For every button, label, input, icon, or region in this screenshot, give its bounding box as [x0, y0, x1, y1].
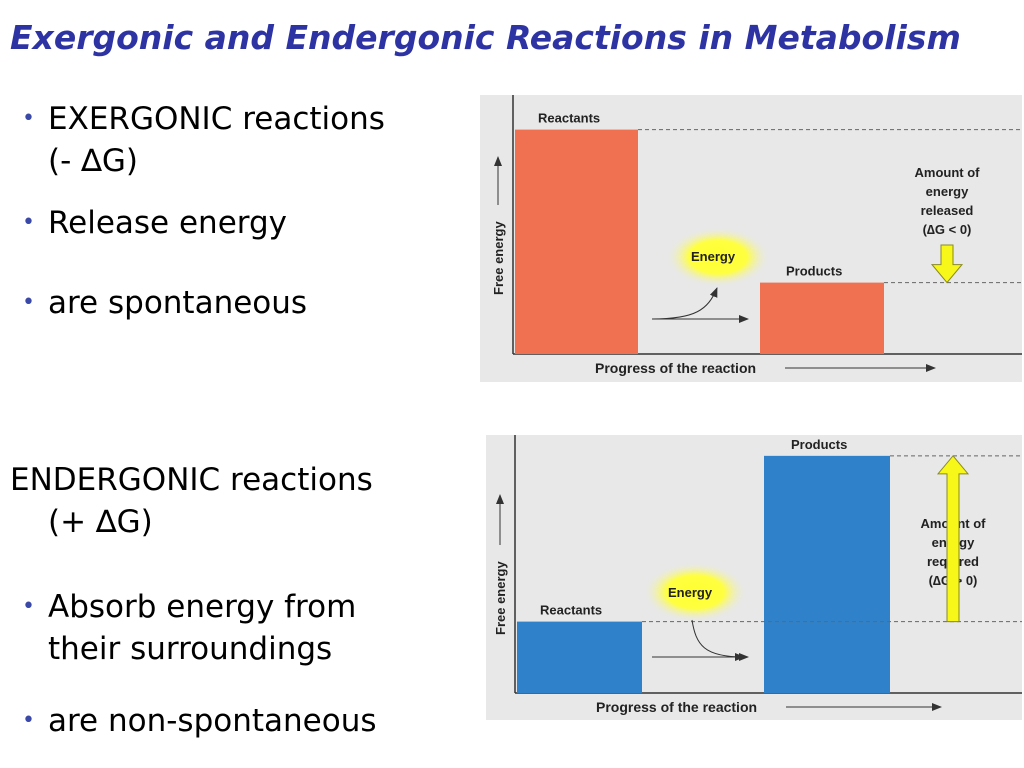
energy-release-arrow: [651, 287, 718, 320]
exergonic-bullet-text: Release energy: [48, 205, 287, 241]
y-axis-label: Free energy: [491, 221, 506, 295]
amount-line: Amount of: [915, 165, 981, 180]
endergonic-text: ENDERGONIC reactions (+ ∆G) • Absorb ene…: [10, 459, 480, 742]
endergonic-bullet-line2: their surroundings: [48, 631, 333, 667]
energy-label: Energy: [668, 585, 713, 600]
slide-title: Exergonic and Endergonic Reactions in Me…: [10, 18, 961, 57]
exergonic-heading: • EXERGONIC reactions (- ∆G): [10, 98, 480, 182]
endergonic-bullet-line1: are non-spontaneous: [48, 703, 377, 739]
endergonic-heading-line2: (+ ∆G): [48, 504, 153, 540]
products-bar: [760, 282, 884, 354]
amount-released-text: Amount of energy released (∆G < 0): [915, 165, 981, 237]
x-axis-label: Progress of the reaction: [595, 360, 756, 376]
endergonic-diagram-svg: Free energy Progress of the reaction Rea…: [493, 435, 1022, 715]
exergonic-diagram: Free energy Progress of the reaction Rea…: [480, 95, 1022, 382]
endergonic-bullet: • Absorb energy from their surroundings: [10, 586, 480, 670]
exergonic-heading-line1: EXERGONIC reactions: [48, 101, 385, 137]
exergonic-bullet: • Release energy: [10, 202, 480, 244]
products-label: Products: [786, 264, 842, 279]
bullet-icon: •: [22, 290, 35, 315]
energy-required-arrow: [936, 455, 970, 623]
exergonic-bullet-text: are spontaneous: [48, 285, 308, 321]
exergonic-bullet: • are spontaneous: [10, 282, 480, 324]
x-axis-label: Progress of the reaction: [596, 699, 757, 715]
energy-released-arrow: [930, 244, 964, 284]
bullet-icon: •: [22, 106, 35, 131]
endergonic-bullet: • are non-spontaneous: [10, 700, 480, 742]
amount-line: (∆G < 0): [923, 222, 972, 237]
products-label: Products: [791, 437, 847, 452]
endergonic-heading-line1: ENDERGONIC reactions: [10, 462, 373, 498]
exergonic-text: • EXERGONIC reactions (- ∆G) • Release e…: [10, 98, 480, 324]
reactants-label: Reactants: [538, 111, 600, 126]
energy-absorb-arrow: [691, 619, 745, 661]
reactants-bar: [515, 129, 638, 354]
energy-glow: [643, 562, 747, 622]
bullet-icon: •: [22, 210, 35, 235]
amount-line: released: [921, 203, 974, 218]
exergonic-heading-line2: (- ∆G): [48, 143, 138, 179]
reactants-bar: [517, 621, 642, 693]
endergonic-bullet-line1: Absorb energy from: [48, 589, 357, 625]
y-axis-label: Free energy: [493, 561, 508, 635]
endergonic-diagram: Free energy Progress of the reaction Rea…: [486, 435, 1022, 720]
products-bar: [764, 455, 890, 693]
energy-glow: [666, 227, 770, 287]
reactants-label: Reactants: [540, 603, 602, 618]
endergonic-heading: ENDERGONIC reactions (+ ∆G): [10, 459, 480, 543]
amount-line: energy: [926, 184, 969, 199]
bullet-icon: •: [22, 594, 35, 619]
exergonic-diagram-svg: Free energy Progress of the reaction Rea…: [491, 95, 1022, 376]
bullet-icon: •: [22, 708, 35, 733]
energy-label: Energy: [691, 249, 736, 264]
